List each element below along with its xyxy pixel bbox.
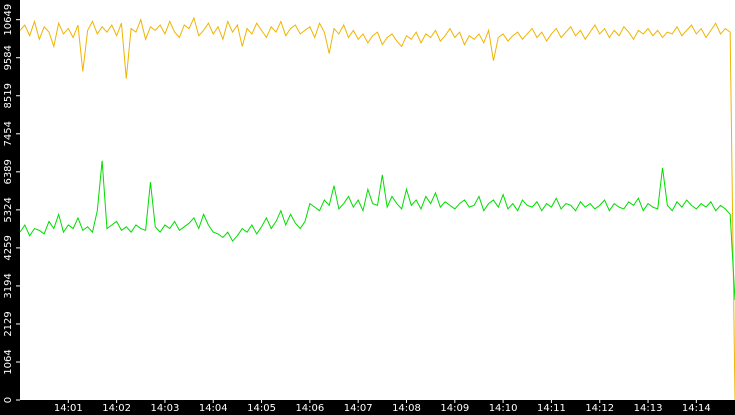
x-tick-label: 14:06 [295, 403, 324, 414]
x-tick-label: 14:02 [102, 403, 131, 414]
x-tick-label: 14:11 [537, 403, 566, 414]
plot-area [20, 0, 735, 400]
y-tick-label: 2129 [3, 311, 14, 336]
y-tick-label: 3194 [3, 273, 14, 298]
x-tick-label: 14:12 [585, 403, 614, 414]
y-tick-label: 0 [3, 397, 14, 403]
y-tick-label: 4259 [3, 235, 14, 260]
y-tick-label: 5324 [3, 197, 14, 222]
y-tick-label: 10649 [3, 4, 14, 36]
y-tick-label: 7454 [3, 121, 14, 146]
x-tick-label: 14:10 [489, 403, 518, 414]
y-tick-label: 6389 [3, 159, 14, 184]
x-tick-label: 14:13 [634, 403, 663, 414]
x-tick-label: 14:05 [247, 403, 276, 414]
x-tick-label: 14:03 [151, 403, 180, 414]
series-line [19, 16, 735, 401]
x-tick-label: 14:04 [199, 403, 228, 414]
x-tick-label: 14:14 [682, 403, 711, 414]
series-line [19, 160, 735, 301]
x-tick-label: 14:08 [392, 403, 421, 414]
y-tick-label: 1064 [3, 349, 14, 374]
y-tick-label: 8519 [3, 83, 14, 108]
y-tick-label: 9584 [3, 45, 14, 70]
x-tick-label: 14:01 [54, 403, 83, 414]
x-tick-label: 14:09 [440, 403, 469, 414]
x-tick-label: 14:07 [344, 403, 373, 414]
